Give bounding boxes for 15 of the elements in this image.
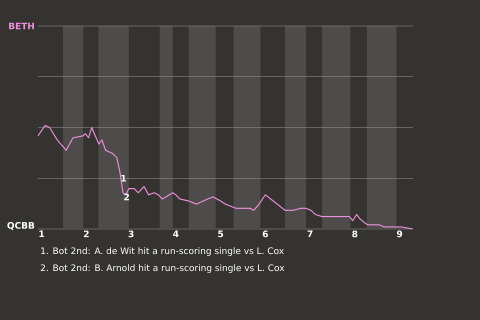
x-tick-label: 8 — [352, 230, 358, 238]
annotation: 1 — [121, 174, 126, 182]
x-tick-label: 2 — [84, 230, 89, 238]
text: BETH — [9, 22, 34, 30]
x-tick-label: 7 — [308, 230, 312, 238]
text: 1. Bot 2nd: A. de Wit hit a run-scoring single vs L. Cox — [41, 247, 284, 256]
x-tick-label: 5 — [218, 230, 224, 238]
x-tick-label: 3 — [128, 230, 134, 238]
x-tick-label: 4 — [173, 230, 179, 238]
x-tick-label: 6 — [262, 230, 268, 238]
x-tick-label: 9 — [396, 230, 402, 238]
annotation: 2 — [124, 194, 129, 200]
text: QCBB — [7, 222, 34, 230]
text: 2. Bot 2nd: B. Arnold hit a run-scoring single vs L. Cox — [40, 264, 284, 273]
x-tick-label: 1 — [39, 230, 44, 238]
